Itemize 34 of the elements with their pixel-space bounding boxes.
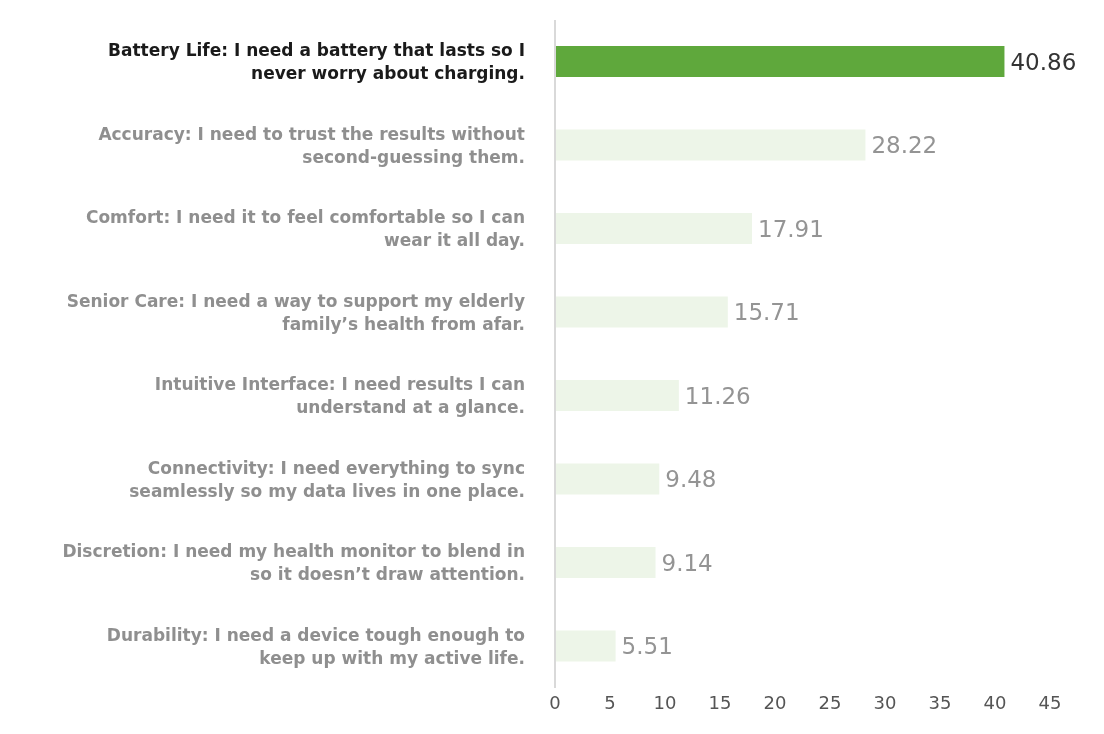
data-label: 11.26: [684, 382, 751, 409]
x-tick-label: 35: [928, 691, 952, 713]
y-tick-label: Accuracy: I need to trust the results without second-guessing them.: [98, 123, 525, 167]
x-tick-label: 45: [1038, 691, 1062, 713]
data-label: 40.86: [1010, 48, 1077, 75]
bar: [555, 380, 679, 411]
x-tick-label: 10: [653, 691, 677, 713]
bar: [555, 129, 866, 161]
bar: [555, 213, 753, 244]
y-tick-label: Durability: I need a device tough enough to keep up with my active life.: [106, 624, 525, 668]
data-label: 5.51: [621, 633, 673, 660]
x-tick-label: 40: [983, 691, 1007, 713]
bar: [555, 46, 1005, 77]
x-tick-label: 20: [763, 691, 787, 713]
y-tick-label: Comfort: I need it to feel comfortable so I can wear it all day.: [85, 207, 525, 251]
data-label: 9.48: [665, 466, 717, 493]
data-label: 15.71: [733, 299, 800, 326]
bar: [555, 630, 616, 662]
bar: [555, 463, 660, 495]
y-tick-label: Battery Life: I need a battery that lasts so I never worry about charging.: [108, 40, 525, 84]
data-label: 9.14: [661, 549, 713, 576]
x-tick-label: 30: [873, 691, 897, 713]
y-tick-label: Discretion: I need my health monitor to blend in so it doesn’t draw attention.: [62, 541, 525, 585]
y-tick-label: Intuitive Interface: I need results I can understand at a glance.: [154, 374, 525, 418]
x-tick-label: 5: [604, 691, 616, 713]
y-tick-label: Connectivity: I need everything to sync seamlessly so my data lives in one place.: [129, 457, 525, 501]
bar: [555, 547, 656, 578]
x-tick-label: 0: [549, 691, 561, 713]
y-tick-label: Senior Care: I need a way to support my elderly family’s health from afar.: [66, 290, 525, 334]
data-label: 17.91: [758, 215, 824, 242]
x-tick-label: 15: [708, 691, 732, 713]
data-label: 28.22: [871, 132, 938, 159]
bar: [555, 296, 728, 328]
x-tick-label: 25: [818, 691, 842, 713]
